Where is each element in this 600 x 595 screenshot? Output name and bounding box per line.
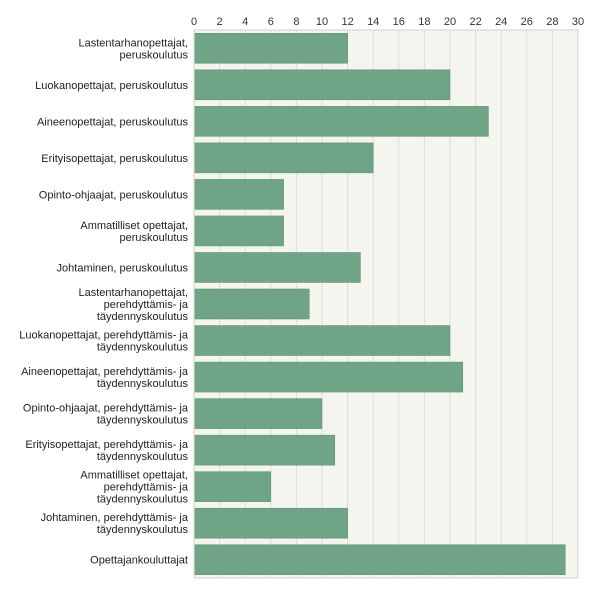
- category-label-line: Lastentarhanopettajat,: [79, 37, 188, 49]
- axes: [193, 29, 579, 579]
- x-tick-label: 2: [217, 16, 223, 28]
- category-label: Luokanopettajat, perehdyttämis- jatäyden…: [19, 330, 189, 354]
- category-label-line: täydennyskoulutus: [97, 451, 189, 463]
- category-label: Ammatilliset opettajat,peruskoulutus: [80, 220, 188, 244]
- category-label: Ammatilliset opettajat,perehdyttämis- ja…: [80, 470, 188, 506]
- category-label: Johtaminen, peruskoulutus: [57, 262, 189, 274]
- category-label: Erityisopettajat, perehdyttämis- jatäyde…: [25, 439, 189, 463]
- bar: [194, 106, 489, 137]
- bar: [194, 507, 348, 539]
- x-tick-label: 22: [469, 16, 481, 28]
- category-label-line: täydennyskoulutus: [97, 494, 189, 506]
- category-label: Opinto-ohjaajat, perehdyttämis- jatäyden…: [23, 403, 189, 427]
- x-tick-label: 8: [293, 16, 299, 28]
- category-label-line: Erityisopettajat, peruskoulutus: [41, 153, 188, 165]
- category-label-line: Ammatilliset opettajat,: [80, 220, 188, 232]
- category-label-line: Aineenopettajat, peruskoulutus: [37, 116, 189, 128]
- x-tick-label: 24: [495, 16, 507, 28]
- category-label-line: peruskoulutus: [120, 232, 189, 244]
- x-tick-label: 16: [393, 16, 405, 28]
- bar: [194, 325, 451, 356]
- category-label-line: täydennyskoulutus: [97, 415, 189, 427]
- category-labels: Lastentarhanopettajat,peruskoulutusLuoka…: [19, 37, 189, 566]
- x-tick-label: 4: [242, 16, 248, 28]
- x-tick-label: 20: [444, 16, 456, 28]
- category-label-line: Ammatilliset opettajat,: [80, 470, 188, 482]
- x-tick-label: 30: [572, 16, 584, 28]
- x-tick-label: 26: [521, 16, 533, 28]
- x-tick-label: 10: [316, 16, 328, 28]
- x-tick-label: 6: [268, 16, 274, 28]
- category-label-line: perehdyttämis- ja: [104, 299, 189, 311]
- category-label-line: Luokanopettajat, perehdyttämis- ja: [19, 330, 189, 342]
- category-label-line: Johtaminen, peruskoulutus: [57, 262, 189, 274]
- x-tick-label: 28: [546, 16, 558, 28]
- category-label: Aineenopettajat, peruskoulutus: [37, 116, 189, 128]
- bar: [194, 252, 361, 283]
- category-label: Opinto-ohjaajat, peruskoulutus: [39, 189, 189, 201]
- bar: [194, 69, 451, 101]
- category-label: Erityisopettajat, peruskoulutus: [41, 153, 188, 165]
- category-label-line: Aineenopettajat, perehdyttämis- ja: [21, 366, 189, 378]
- category-label-line: Opettajankouluttajat: [90, 555, 188, 567]
- bar: [194, 215, 284, 247]
- x-tick-label: 14: [367, 16, 379, 28]
- category-label-line: Johtaminen, perehdyttämis- ja: [41, 512, 189, 524]
- category-label: Aineenopettajat, perehdyttämis- jatäyden…: [21, 366, 189, 390]
- category-label-line: täydennyskoulutus: [97, 342, 189, 354]
- category-label-line: Opinto-ohjaajat, perehdyttämis- ja: [23, 403, 189, 415]
- category-label-line: peruskoulutus: [120, 49, 189, 61]
- category-label-line: täydennyskoulutus: [97, 378, 189, 390]
- category-label-line: Opinto-ohjaajat, peruskoulutus: [39, 189, 189, 201]
- category-label: Luokanopettajat, peruskoulutus: [35, 80, 188, 92]
- category-label-line: Luokanopettajat, peruskoulutus: [35, 80, 188, 92]
- category-label-line: Erityisopettajat, perehdyttämis- ja: [25, 439, 189, 451]
- bar: [194, 434, 336, 466]
- plot-frame: [193, 29, 579, 579]
- category-label-line: täydennyskoulutus: [97, 311, 189, 323]
- x-tick-label: 18: [418, 16, 430, 28]
- category-label: Lastentarhanopettajat,perehdyttämis- jat…: [79, 287, 189, 323]
- category-label-line: täydennyskoulutus: [97, 524, 189, 536]
- category-label: Opettajankouluttajat: [90, 555, 188, 567]
- x-tick-label: 0: [191, 16, 197, 28]
- bar: [194, 361, 464, 393]
- bar: [194, 142, 374, 174]
- x-axis-ticks: 0 2 4 6 8 10 12 14 16 18 20 22 24 26 28 30: [191, 16, 584, 28]
- bar: [194, 33, 348, 64]
- category-label: Lastentarhanopettajat,peruskoulutus: [79, 37, 189, 61]
- bar: [194, 471, 272, 502]
- bar: [194, 398, 323, 429]
- x-tick-label: 12: [341, 16, 353, 28]
- bars: [194, 33, 566, 575]
- category-label-line: perehdyttämis- ja: [104, 482, 189, 494]
- bar: [194, 288, 310, 320]
- bar: [194, 544, 566, 575]
- category-label: Johtaminen, perehdyttämis- jatäydennysko…: [41, 512, 189, 536]
- category-label-line: Lastentarhanopettajat,: [79, 287, 188, 299]
- bar: [194, 179, 284, 210]
